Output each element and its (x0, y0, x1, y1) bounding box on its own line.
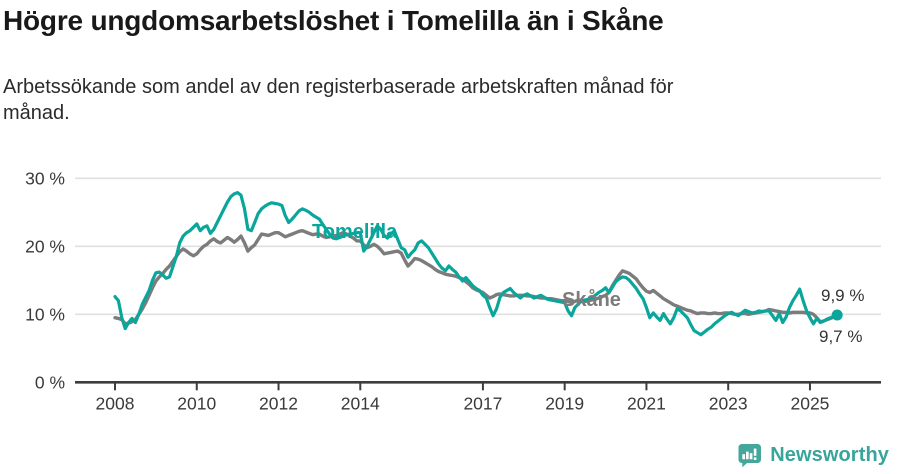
x-tick-label-2019: 2019 (545, 393, 584, 413)
x-tick-label-2008: 2008 (96, 393, 135, 413)
y-tick-label-20: 20 % (25, 236, 65, 256)
chart-subtitle-line: Arbetssökande som andel av den registerb… (3, 76, 674, 98)
x-tick-label-2021: 2021 (627, 393, 666, 413)
chart-title: Högre ungdomsarbetslöshet i Tomelilla än… (3, 5, 664, 36)
x-tick-label-2017: 2017 (463, 393, 502, 413)
x-tick-label-2025: 2025 (790, 393, 829, 413)
newsworthy-logo: Newsworthy (736, 442, 889, 469)
line-chart: 0 % 10 % 20 % 30 % 2008 2010 2012 2014 2017 2019 2… (25, 168, 881, 413)
chart-subtitle-line: månad. (3, 102, 70, 124)
end-value-label-skane: 9,7 % (819, 327, 862, 346)
newsworthy-wordmark: Newsworthy (770, 444, 889, 466)
end-value-label-tomelilla: 9,9 % (821, 286, 864, 305)
newsworthy-icon (738, 444, 762, 468)
y-tick-label-10: 10 % (25, 304, 65, 324)
y-tick-label-0: 0 % (35, 372, 65, 392)
x-tick-label-2012: 2012 (259, 393, 298, 413)
end-dot (831, 309, 843, 321)
x-tick-label-2014: 2014 (341, 393, 380, 413)
series-label-skane: Skåne (562, 288, 621, 311)
x-tick-label-2023: 2023 (709, 393, 748, 413)
series-path-tomelilla (113, 191, 839, 337)
y-tick-label-30: 30 % (25, 168, 65, 188)
series-path-skane (113, 229, 839, 326)
x-tick-label-2010: 2010 (177, 393, 216, 413)
series-label-tomelilla: Tomelilla (312, 221, 398, 243)
chart-subtitle: Arbetssökande som andel av den registerb… (3, 74, 873, 126)
